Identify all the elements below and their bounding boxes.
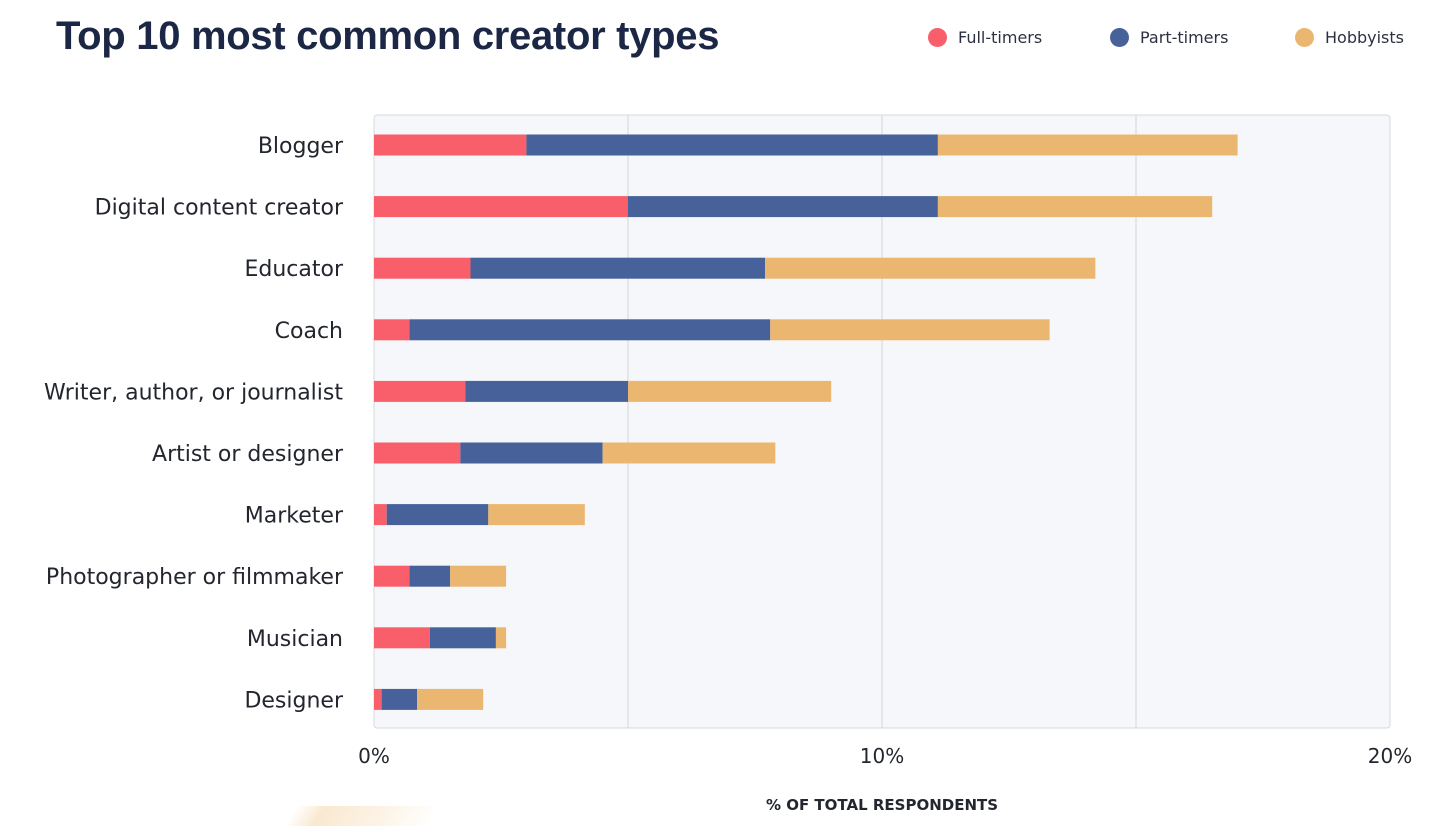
bar-hobbyists-writer-author-or-journalist [628,380,832,402]
category-label: Digital content creator [95,196,344,221]
bar-part-timers-digital-content-creator [628,196,938,218]
bar-part-timers-coach [409,319,771,341]
bar-full-timers-educator [374,257,471,279]
x-tick-label: 0% [358,744,390,768]
legend-label-full-timers: Full-timers [958,28,1043,47]
bar-hobbyists-designer [417,688,484,710]
bar-part-timers-writer-author-or-journalist [465,380,628,402]
bar-part-timers-marketer [386,504,489,526]
category-label: Artist or designer [152,442,344,467]
bar-full-timers-artist-or-designer [374,442,461,464]
category-label: Blogger [258,134,344,159]
x-tick-label: 20% [1368,744,1412,768]
bar-part-timers-blogger [526,134,938,156]
legend-item-part-timers: Part-timers [1110,28,1228,47]
x-axis-label: % OF TOTAL RESPONDENTS [766,796,998,814]
category-label: Coach [275,319,343,344]
bar-full-timers-musician [374,627,430,649]
category-label: Photographer or filmmaker [46,565,344,590]
legend-item-full-timers: Full-timers [928,28,1042,47]
bar-part-timers-musician [429,627,496,649]
bar-part-timers-photographer-or-filmmaker [409,565,451,587]
bar-hobbyists-educator [765,257,1096,279]
legend-swatch-hobbyists [1295,28,1314,47]
category-label: Musician [247,627,343,652]
chart-title: Top 10 most common creator types [56,14,720,58]
bar-full-timers-writer-author-or-journalist [374,380,466,402]
legend: Full-timers Part-timers Hobbyists [928,28,1428,52]
bar-full-timers-designer [374,688,382,710]
bar-hobbyists-blogger [937,134,1238,156]
bar-part-timers-artist-or-designer [460,442,603,464]
legend-item-hobbyists: Hobbyists [1295,28,1404,47]
bar-full-timers-photographer-or-filmmaker [374,565,410,587]
category-label: Writer, author, or journalist [44,380,343,405]
bar-hobbyists-photographer-or-filmmaker [450,565,507,587]
x-tick-label: 10% [860,744,904,768]
decorative-stroke [287,806,437,826]
bar-full-timers-marketer [374,504,387,526]
bar-full-timers-blogger [374,134,527,156]
bar-part-timers-designer [381,688,418,710]
legend-swatch-full-timers [928,28,947,47]
bar-full-timers-coach [374,319,410,341]
category-label: Designer [244,688,343,713]
bar-full-timers-digital-content-creator [374,196,628,218]
category-label: Marketer [245,504,344,529]
bar-hobbyists-musician [495,627,507,649]
bar-hobbyists-marketer [488,504,585,526]
bar-hobbyists-artist-or-designer [602,442,776,464]
legend-label-part-timers: Part-timers [1140,28,1229,47]
bar-hobbyists-coach [770,319,1050,341]
bar-hobbyists-digital-content-creator [937,196,1213,218]
legend-swatch-part-timers [1110,28,1129,47]
bar-part-timers-educator [470,257,766,279]
category-label: Educator [244,257,343,282]
legend-label-hobbyists: Hobbyists [1325,28,1404,47]
